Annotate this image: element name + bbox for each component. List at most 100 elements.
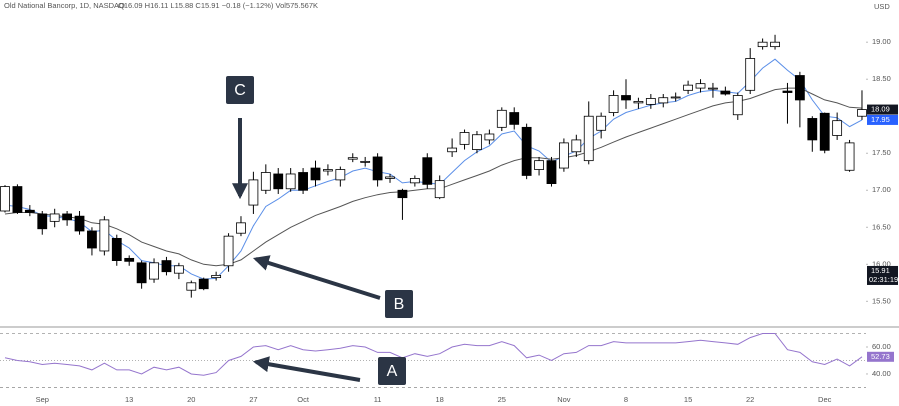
candle-body	[708, 87, 718, 90]
candle-body	[99, 219, 110, 252]
candle-body	[161, 260, 172, 273]
candle-body	[608, 95, 619, 113]
x-tick-label: Dec	[818, 395, 832, 404]
annotation-box	[385, 290, 413, 318]
price-marker-label: 15.91	[871, 266, 890, 275]
candle-body	[260, 172, 271, 191]
ohlc-readout: O16.09 H16.11 L15.88 C15.91 −0.18 (−1.12…	[118, 1, 318, 10]
candle-body	[62, 213, 72, 221]
candle-body	[720, 90, 731, 95]
candle-body	[770, 41, 780, 48]
annotation-label: B	[394, 296, 405, 313]
arrow-a	[252, 356, 361, 382]
rsi-last-box	[867, 351, 894, 362]
candle-body	[459, 132, 470, 145]
rsi-last-label: 52.73	[871, 352, 890, 361]
candle-body	[273, 173, 284, 190]
candle-body	[832, 120, 843, 136]
candle-body	[857, 109, 867, 117]
candle-body	[223, 235, 234, 267]
price-marker-box	[867, 104, 898, 115]
candle-body	[434, 180, 445, 199]
candle-body	[472, 134, 482, 150]
candle-body	[670, 96, 681, 99]
price-marker-box	[867, 114, 898, 125]
candle-body	[37, 213, 48, 230]
candle-body	[173, 265, 184, 274]
candle-body	[621, 95, 631, 101]
y-tick-label: 17.00	[872, 185, 891, 194]
x-tick-label: Nov	[557, 395, 571, 404]
candle-body	[534, 160, 544, 170]
x-tick-label: 22	[746, 395, 754, 404]
candle-body	[397, 189, 408, 199]
price-marker-box	[867, 265, 898, 285]
candle-body	[149, 262, 159, 280]
moving-average	[4, 87, 863, 267]
candle-body	[87, 230, 97, 249]
candle-body	[285, 173, 296, 190]
candle-body	[360, 160, 371, 163]
symbol: Old National Bancorp, 1D, NASDAQ	[4, 1, 125, 10]
candle-body	[496, 109, 507, 128]
price-marker-label: 18.09	[871, 105, 890, 114]
candle-body	[111, 237, 122, 261]
candle-body	[484, 133, 495, 141]
candle-body	[596, 115, 607, 131]
price-marker-note: 02:31:19	[869, 275, 898, 284]
candle-body	[298, 172, 308, 191]
x-tick-label: 25	[498, 395, 506, 404]
annotation-label: C	[234, 82, 246, 99]
candle-body	[509, 112, 520, 125]
y-tick-label: 17.50	[872, 148, 891, 157]
candle-body	[24, 209, 35, 213]
x-tick-label: 13	[125, 395, 133, 404]
candle-body	[0, 186, 10, 212]
candle-body	[658, 97, 669, 104]
candle-body	[807, 118, 818, 141]
annotation-box	[226, 76, 254, 104]
annotation-box	[378, 357, 406, 385]
candle-body	[49, 213, 60, 222]
x-tick-label: 15	[684, 395, 692, 404]
candle-body	[236, 222, 246, 234]
x-tick-label: Sep	[36, 395, 49, 404]
y-tick-label: 15.50	[872, 296, 891, 305]
candle-body	[310, 167, 321, 181]
rsi-tick-label: 60.00	[872, 342, 891, 351]
candle-body	[323, 169, 333, 172]
candle-body	[186, 282, 197, 291]
price-marker-label: 17.95	[871, 115, 890, 124]
moving-average	[4, 58, 863, 280]
x-tick-label: Oct	[297, 395, 310, 404]
candle-body	[583, 115, 594, 162]
candle-body	[745, 58, 756, 91]
y-tick-label: 19.00	[872, 37, 891, 46]
y-tick-label: 16.50	[872, 222, 891, 231]
candle-body	[198, 278, 209, 290]
x-tick-label: 18	[436, 395, 444, 404]
candle-body	[844, 142, 855, 171]
y-tick-label: 16.00	[872, 259, 891, 268]
candle-body	[794, 75, 805, 101]
candle-body	[633, 101, 644, 104]
candle-body	[645, 98, 656, 105]
x-tick-label: 8	[624, 395, 628, 404]
arrow-b	[252, 255, 381, 300]
candle-body	[782, 90, 793, 93]
candle-body	[447, 147, 458, 153]
rsi-line	[4, 333, 863, 376]
candle-body	[521, 126, 532, 176]
candle-body	[571, 139, 582, 153]
candle-body	[248, 179, 259, 206]
candle-body	[695, 83, 706, 89]
candle-body	[124, 257, 135, 262]
candle-body	[211, 274, 222, 279]
candle-body	[559, 142, 569, 169]
x-tick-label: 11	[374, 395, 382, 404]
annotation-label: A	[387, 363, 398, 380]
x-tick-label: 27	[249, 395, 257, 404]
candle-body	[74, 215, 85, 232]
